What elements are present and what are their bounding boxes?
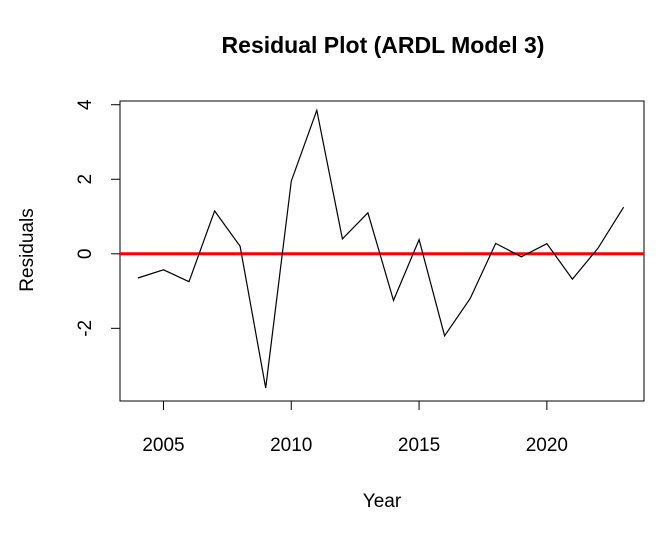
y-tick-label: 4 (75, 99, 96, 110)
y-tick-label: 0 (75, 249, 96, 260)
x-axis-ticks: 2005 2010 2015 2020 (142, 401, 568, 456)
y-tick-label: 2 (75, 174, 96, 185)
residual-series-line (137, 108, 625, 389)
y-tick-label: -2 (75, 320, 96, 337)
plot-frame (119, 100, 645, 402)
y-axis-ticks: -2 0 2 4 (75, 99, 120, 337)
x-axis-label: Year (363, 491, 402, 512)
x-tick-label: 2010 (270, 435, 312, 456)
x-tick-label: 2020 (526, 435, 568, 456)
y-axis-label: Residuals (17, 208, 38, 291)
x-tick-label: 2005 (142, 435, 184, 456)
chart-title: Residual Plot (ARDL Model 3) (222, 32, 545, 58)
x-tick-label: 2015 (398, 435, 440, 456)
